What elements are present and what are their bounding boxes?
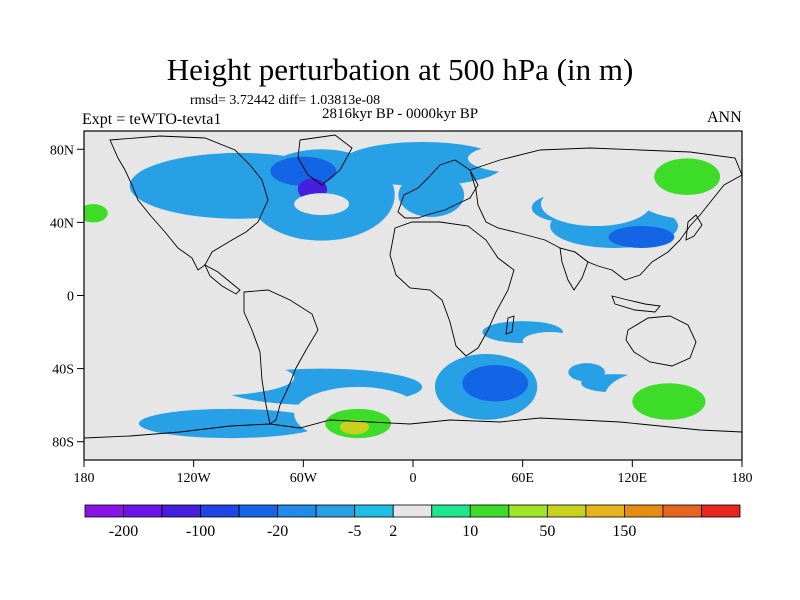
y-tick-label-0: 80N	[50, 143, 74, 158]
experiment-label: Expt = teWTO-tevta1	[82, 111, 222, 128]
x-tick-label-3: 0	[410, 471, 417, 486]
contour-region-10	[138, 408, 322, 439]
colorbar-label-1: -100	[186, 523, 215, 540]
x-tick-label-5: 120E	[618, 471, 648, 486]
colorbar-label-4: 2	[389, 523, 397, 540]
y-tick-label-1: 40N	[50, 216, 74, 231]
coastline-antarctica	[84, 417, 742, 439]
y-axis: 80N 40N 0 40S 80S	[50, 143, 84, 451]
contour-region-8	[608, 226, 675, 248]
colorbar-box-12	[546, 504, 587, 518]
rmsd-diff-stats: rmsd= 3.72442 diff= 1.03813e-08	[190, 93, 381, 108]
contour-region-16	[540, 182, 651, 227]
x-tick-label-2: 60W	[290, 471, 318, 486]
time-period-label: 2816kyr BP - 0000kyr BP	[322, 106, 479, 122]
coastline-south-america	[243, 289, 319, 425]
coastline-japan	[685, 214, 703, 241]
coastline-indonesia	[611, 295, 661, 313]
coastline-north-america	[109, 135, 269, 271]
coastline-australia	[625, 315, 697, 367]
contour-region-4	[270, 156, 337, 186]
contour-region-12	[462, 364, 529, 402]
x-tick-label-6: 180	[732, 471, 753, 486]
contour-region-24	[455, 237, 499, 252]
colorbar-label-6: 50	[539, 523, 555, 540]
contour-region-31	[632, 383, 706, 420]
y-tick-label-4: 80S	[52, 436, 74, 451]
x-tick-label-4: 60E	[511, 471, 534, 486]
coastline-europe	[397, 159, 479, 219]
colorbar-box-1	[123, 504, 163, 518]
contour-shading	[84, 138, 742, 442]
contour-region-29	[339, 419, 370, 435]
contour-region-19	[654, 158, 721, 195]
colorbar-box-14	[624, 504, 664, 518]
contour-region-26	[111, 359, 295, 397]
colorbar-box-10	[469, 504, 510, 518]
colorbar-label-3: -5	[348, 523, 361, 540]
coastline-asia	[469, 147, 742, 281]
colorbar-box-13	[585, 504, 625, 518]
colorbar-label-7: 150	[612, 523, 636, 540]
colorbar	[84, 504, 741, 518]
x-axis: 180 120W 60W 0 60E 120E 180	[74, 460, 753, 486]
colorbar-box-4	[238, 504, 279, 518]
colorbar-box-5	[277, 504, 317, 518]
colorbar-label-2: -20	[267, 523, 288, 540]
y-tick-label-3: 40S	[52, 363, 74, 378]
coastline-madagascar	[505, 315, 515, 335]
contour-region-23	[407, 237, 437, 252]
contour-region-32	[522, 332, 578, 351]
coastline-africa	[389, 221, 515, 357]
x-tick-label-1: 120W	[177, 471, 212, 486]
colorbar-labels: -200 -100 -20 -5 2 10 50 150	[109, 523, 637, 540]
map-plot-area	[83, 130, 743, 461]
y-tick-label-2: 0	[67, 290, 74, 305]
colorbar-box-3	[200, 504, 240, 518]
colorbar-label-0: -200	[109, 523, 138, 540]
coastline-india	[559, 247, 589, 291]
colorbar-box-15	[662, 504, 702, 518]
contour-region-2	[339, 141, 505, 186]
contour-region-3	[398, 173, 465, 217]
map-title: Height perturbation at 500 hPa (in m)	[166, 52, 634, 87]
colorbar-label-5: 10	[462, 523, 478, 540]
colorbar-box-2	[161, 504, 201, 518]
contour-region-33	[407, 326, 437, 345]
contour-region-22	[294, 193, 350, 216]
season-label: ANN	[707, 109, 742, 126]
colorbar-box-8	[392, 504, 433, 518]
coastline-greenland	[297, 134, 353, 186]
colorbar-box-0	[84, 504, 124, 518]
colorbar-box-9	[431, 504, 471, 518]
contour-region-17	[467, 143, 578, 174]
colorbar-box-11	[508, 504, 548, 518]
coastline-central-america	[204, 263, 241, 295]
contour-region-21	[84, 204, 108, 223]
x-tick-label-0: 180	[74, 471, 95, 486]
coastlines	[84, 134, 742, 439]
contour-region-20	[84, 185, 136, 241]
colorbar-box-7	[354, 504, 394, 518]
colorbar-box-6	[315, 504, 356, 518]
colorbar-box-16	[701, 504, 741, 518]
